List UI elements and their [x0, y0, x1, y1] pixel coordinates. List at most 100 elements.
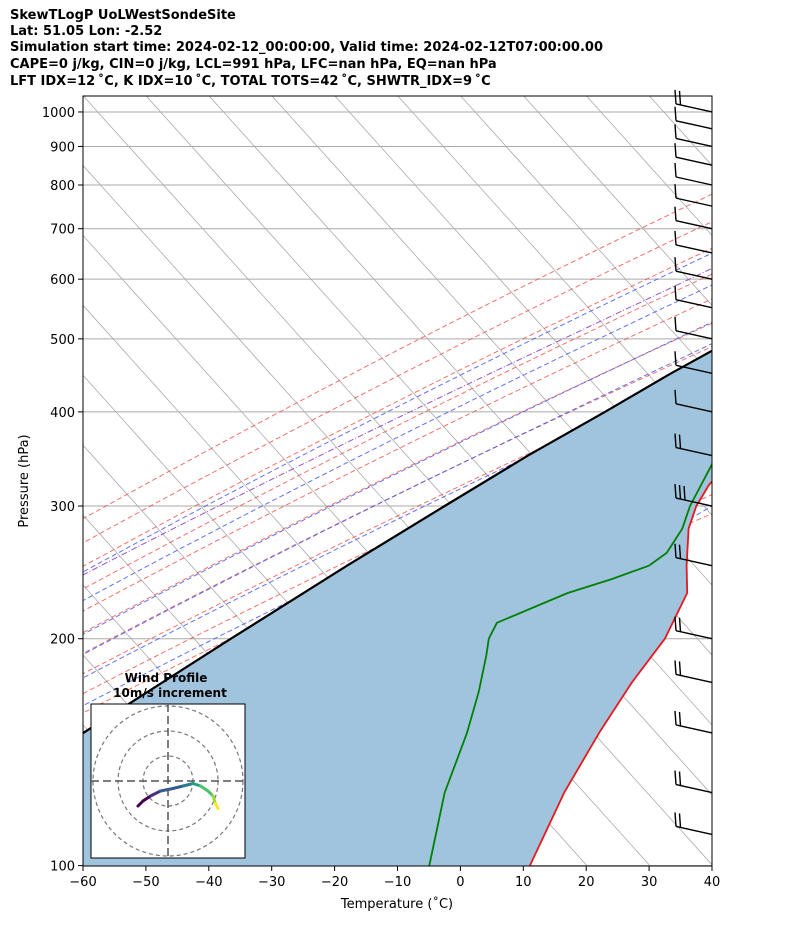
isotherm-line	[523, 96, 712, 306]
isotherm-line	[83, 164, 712, 866]
y-tick-label: 900	[50, 140, 75, 155]
hodograph-trace	[214, 802, 220, 810]
y-axis-label: Pressure (hPa)	[17, 434, 32, 527]
wind-barb	[675, 103, 713, 113]
wind-barb-flag	[674, 770, 677, 785]
parcel-line	[83, 349, 712, 735]
wind-barb-flag	[674, 316, 677, 331]
x-tick-label: 30	[641, 875, 658, 890]
isotherm-line	[586, 96, 712, 237]
hodograph-title: Wind Profile	[125, 671, 208, 685]
x-tick-label: 20	[578, 875, 595, 890]
x-tick-label: 0	[456, 875, 464, 890]
wind-barb-flag	[674, 124, 677, 139]
wind-barb-flag	[678, 90, 682, 106]
dry-adiabat-line	[83, 298, 712, 612]
wind-barb	[675, 403, 713, 413]
isotherm-line	[397, 96, 712, 446]
mixing-ratio-line	[83, 267, 712, 576]
wind-barb-flag	[674, 543, 677, 558]
index-line: LFT IDX=12 ˚C, K IDX=10 ˚C, TOTAL TOTS=4…	[10, 74, 491, 89]
wind-barb-flag	[674, 89, 677, 105]
wind-barb	[675, 176, 713, 186]
x-tick-label: 10	[515, 875, 532, 890]
x-tick-label: −60	[69, 875, 96, 890]
wind-barb	[675, 244, 713, 254]
wind-barb-flag	[674, 184, 677, 199]
y-tick-label: 200	[50, 633, 75, 648]
y-tick-label: 100	[50, 860, 75, 875]
wind-barb-flag	[674, 389, 677, 404]
x-tick-label: −40	[195, 875, 222, 890]
wind-barb	[675, 783, 713, 794]
moist-adiabat-line	[83, 284, 712, 602]
dry-adiabat-line	[83, 193, 712, 520]
chart-title: SkewTLogP UoLWestSondeSite	[10, 8, 236, 23]
wind-barb	[675, 825, 713, 836]
wind-barb	[675, 673, 713, 684]
hodograph-trace	[149, 789, 162, 798]
hodograph-plot	[91, 704, 245, 858]
hodograph-trace	[159, 787, 175, 793]
wind-barb-flag	[678, 544, 682, 559]
wind-barb-flag	[674, 812, 677, 827]
wind-barb	[675, 446, 713, 457]
wind-barb-flag	[678, 813, 682, 828]
hodograph-trace	[141, 794, 152, 803]
isotherm-line	[460, 96, 712, 376]
y-tick-label: 300	[50, 500, 75, 515]
hodograph-trace	[181, 782, 195, 788]
wind-barb-flag	[674, 351, 677, 366]
wind-barb	[675, 497, 713, 507]
wind-barb-flag	[674, 257, 677, 272]
y-tick-label: 800	[50, 179, 75, 194]
wind-barb-flag	[678, 484, 682, 500]
location-line: Lat: 51.05 Lon: -2.52	[10, 24, 163, 39]
isotherm-line	[83, 96, 712, 796]
wind-barb-flag	[674, 710, 677, 725]
x-tick-label: −30	[258, 875, 285, 890]
wind-barb-flag	[674, 206, 677, 221]
x-tick-label: −20	[321, 875, 348, 890]
dry-adiabat-line	[83, 273, 712, 590]
temperature-line	[529, 480, 712, 866]
wind-barb	[675, 724, 713, 734]
wind-barb-flag	[674, 483, 677, 499]
dewpoint-line	[428, 462, 712, 866]
wind-barb-flag	[678, 771, 682, 786]
isotherm-line	[712, 96, 794, 866]
time-line: Simulation start time: 2024-02-12_00:00:…	[10, 40, 603, 55]
dry-adiabat-line	[83, 247, 712, 567]
y-tick-label: 1000	[42, 106, 75, 121]
wind-barb-flag	[674, 230, 677, 246]
wind-barb-flag	[674, 433, 677, 448]
x-tick-label: −50	[132, 875, 159, 890]
dry-adiabat-line	[83, 368, 712, 675]
wind-barb	[675, 120, 713, 130]
wind-barb	[675, 156, 713, 166]
y-tick-label: 400	[50, 406, 75, 421]
wind-barb	[675, 298, 713, 309]
wind-barb	[675, 630, 713, 640]
dry-adiabat-line	[83, 221, 712, 544]
wind-barb-flag	[674, 106, 677, 121]
wind-barb-flag	[678, 711, 682, 726]
wind-barb	[675, 557, 713, 567]
wind-barb-flag	[674, 285, 677, 300]
wind-barb-flag	[678, 434, 682, 449]
x-tick-label: −10	[384, 875, 411, 890]
wind-barb-flag	[674, 143, 677, 158]
wind-barb	[675, 330, 713, 340]
wind-barb-flag	[678, 661, 682, 676]
x-axis-label: Temperature (˚C)	[340, 896, 453, 912]
cape-line: CAPE=0 j/kg, CIN=0 j/kg, LCL=991 hPa, LF…	[10, 57, 497, 72]
moist-adiabat-line	[83, 252, 712, 573]
y-tick-label: 500	[50, 333, 75, 348]
wind-barb-flag	[683, 485, 686, 501]
hodograph-trace	[171, 784, 185, 790]
y-tick-label: 700	[50, 223, 75, 238]
y-tick-label: 600	[50, 273, 75, 288]
wind-barb	[675, 220, 713, 230]
wind-barb	[675, 137, 713, 148]
